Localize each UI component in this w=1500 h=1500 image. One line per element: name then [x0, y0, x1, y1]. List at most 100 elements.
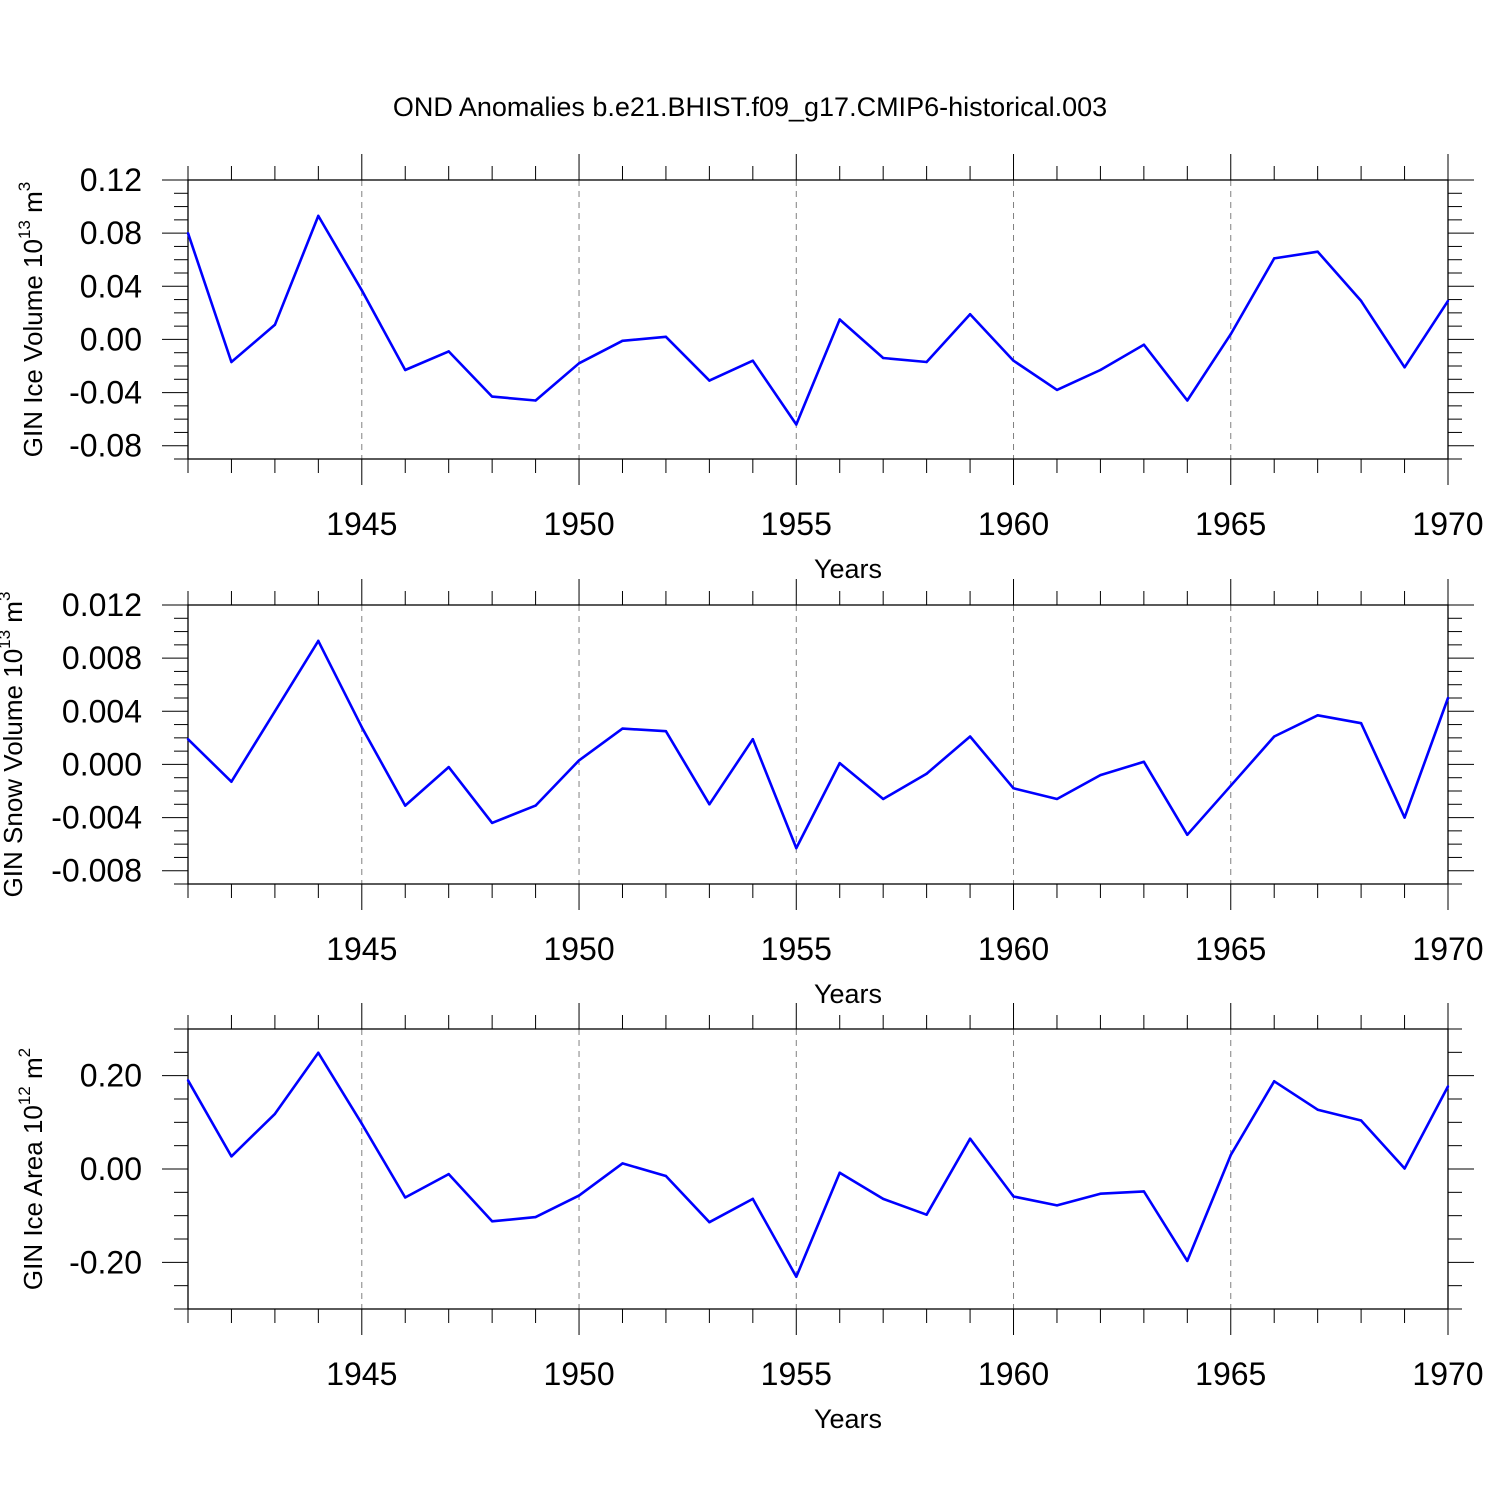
data-point: [1403, 1167, 1406, 1170]
y-axis-label-unit: m: [18, 191, 48, 220]
data-point: [1012, 359, 1015, 362]
figure-title: OND Anomalies b.e21.BHIST.f09_g17.CMIP6-…: [393, 92, 1107, 122]
data-point: [273, 1112, 277, 1116]
data-point: [1055, 1204, 1059, 1207]
series-line-1: [186, 1051, 1450, 1279]
data-point: [751, 737, 755, 741]
data-point: [577, 1194, 581, 1197]
data-point: [447, 1172, 450, 1176]
data-point: [404, 368, 407, 372]
data-point: [621, 1162, 624, 1165]
data-point: [1316, 250, 1319, 253]
y-axis-label: GIN Ice Volume 1013 m3: [15, 182, 48, 458]
data-point: [708, 379, 711, 382]
y-tick-label: 0.012: [62, 587, 142, 623]
y-tick-label: 0.008: [62, 640, 142, 676]
y-axis-label-exponent: 12: [15, 1086, 34, 1105]
data-point: [621, 339, 624, 342]
data-point: [1403, 366, 1406, 369]
data-point: [1229, 332, 1232, 336]
data-point: [186, 1079, 190, 1082]
y-axis-label-unit-exponent: 3: [15, 182, 34, 191]
x-axis-label: Years: [814, 554, 882, 584]
data-point: [1316, 1108, 1319, 1111]
y-tick-label: 0.00: [80, 321, 142, 357]
data-point: [186, 231, 190, 235]
y-axis-label: GIN Ice Area 1012 m2: [15, 1048, 48, 1290]
data-point: [1012, 787, 1015, 790]
plot-frame: [187, 604, 1449, 885]
data-point: [490, 395, 494, 398]
data-point: [968, 1137, 972, 1140]
data-point: [751, 1197, 755, 1201]
data-point: [447, 350, 450, 353]
data-point: [838, 761, 841, 765]
data-point: [1229, 784, 1232, 787]
data-point: [360, 726, 363, 729]
data-point: [317, 1051, 320, 1055]
data-point: [1099, 368, 1102, 372]
x-tick-label: 1965: [1195, 931, 1266, 967]
y-tick-label: -0.004: [51, 800, 142, 836]
data-point: [1099, 1192, 1102, 1195]
data-point: [881, 356, 885, 360]
y-axis-label-unit-exponent: 2: [15, 1048, 34, 1057]
data-point: [273, 710, 277, 713]
data-point: [273, 323, 277, 327]
data-point: [1446, 1085, 1450, 1088]
y-tick-label: -0.04: [69, 375, 142, 411]
data-point: [881, 797, 885, 801]
data-point: [1273, 735, 1276, 738]
data-point: [360, 1122, 363, 1125]
x-tick-label: 1970: [1412, 1356, 1483, 1392]
data-point: [1316, 714, 1319, 717]
data-point: [1359, 722, 1363, 725]
data-point: [751, 359, 755, 362]
data-point: [708, 1221, 711, 1224]
data-point: [1446, 299, 1450, 303]
y-tick-label: 0.12: [80, 162, 142, 198]
data-point: [360, 289, 363, 292]
data-point: [925, 1213, 928, 1216]
chart-panels: -0.08 -0.04 0.00 0.04 0.08 0.12 1945 1950 1955 19…: [0, 154, 1484, 1434]
data-point: [1099, 773, 1102, 777]
panel-2: -0.008 -0.004 0.000 0.004 0.008 0.012 1945 1950…: [0, 579, 1484, 1009]
panel-3: -0.20 0.00 0.20 1945 1950 1955 1960 1965 1970 Yea…: [15, 1003, 1484, 1434]
y-axis-label-text: GIN Ice Volume 10: [18, 239, 48, 457]
data-point: [230, 360, 233, 364]
x-tick-label: 1950: [543, 931, 614, 967]
data-point: [1359, 299, 1363, 303]
x-axis-label: Years: [814, 979, 882, 1009]
data-point: [1273, 1080, 1276, 1083]
x-axis-label: Years: [814, 1404, 882, 1434]
x-tick-label: 1965: [1195, 506, 1266, 542]
data-point: [1359, 1119, 1363, 1122]
data-point: [534, 1215, 537, 1219]
data-point: [490, 821, 494, 825]
data-point: [1446, 696, 1450, 700]
y-axis-label-unit-exponent: 3: [0, 592, 14, 601]
data-point: [534, 804, 537, 807]
panel-1: -0.08 -0.04 0.00 0.04 0.08 0.12 1945 1950 1955 19…: [15, 154, 1484, 584]
data-point: [1403, 816, 1406, 819]
data-point: [795, 1275, 798, 1279]
data-point: [968, 735, 972, 738]
x-tick-label: 1955: [761, 506, 832, 542]
data-point: [838, 318, 841, 321]
data-point: [664, 730, 668, 733]
data-point: [1273, 257, 1276, 260]
data-point: [1055, 388, 1059, 392]
x-tick-label: 1955: [761, 931, 832, 967]
y-axis-label-exponent: 13: [0, 630, 14, 649]
y-tick-label: -0.20: [69, 1244, 142, 1280]
data-point: [1229, 1153, 1232, 1157]
data-point: [534, 399, 537, 402]
y-axis-label-exponent: 13: [15, 220, 34, 239]
data-point: [1186, 833, 1189, 837]
series-line-1: [187, 639, 1450, 850]
data-point: [664, 1174, 668, 1178]
x-tick-label: 1970: [1412, 931, 1483, 967]
x-tick-label: 1960: [978, 1356, 1049, 1392]
